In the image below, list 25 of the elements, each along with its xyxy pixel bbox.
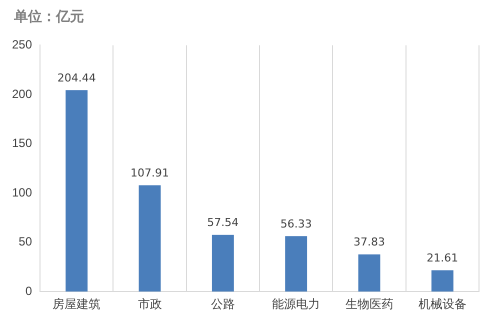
bar	[431, 270, 454, 292]
bar	[285, 236, 308, 292]
chart-title: 单位：亿元	[14, 8, 84, 26]
data-label: 107.91	[130, 166, 170, 180]
x-tick-label: 机械设备	[418, 297, 466, 312]
bar	[358, 254, 380, 292]
x-tick-label: 能源电力	[272, 297, 320, 312]
bar	[212, 234, 234, 292]
x-tick-label: 公路	[210, 297, 235, 312]
y-tick-label: 250	[12, 38, 32, 52]
x-tick-label: 房屋建筑	[52, 297, 101, 312]
data-label: 204.44	[57, 71, 96, 84]
bar	[138, 185, 161, 292]
y-tick-label: 100	[12, 185, 32, 200]
data-label: 56.33	[280, 217, 312, 230]
data-label: 21.61	[426, 252, 458, 265]
y-tick-label: 50	[18, 234, 32, 249]
x-tick-label: 生物医药	[345, 297, 394, 312]
y-tick-label: 0	[25, 284, 32, 298]
data-label: 57.54	[207, 216, 239, 230]
y-tick-label: 150	[12, 136, 32, 150]
x-tick-label: 市政	[138, 297, 162, 312]
bar	[66, 90, 88, 292]
data-label: 37.83	[354, 236, 386, 249]
y-tick-label: 200	[12, 86, 32, 101]
